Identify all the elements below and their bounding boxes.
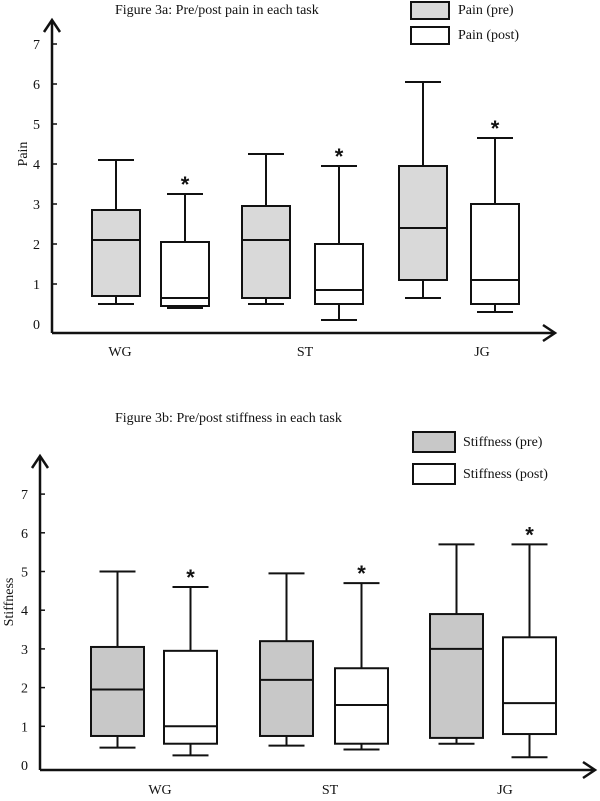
y-tick-label: 3 <box>21 643 28 658</box>
chart-title: Figure 3b: Pre/post stiffness in each ta… <box>115 411 342 426</box>
box-iqr <box>314 243 364 305</box>
box-pre-jg <box>429 543 484 745</box>
box-iqr <box>398 165 448 281</box>
y-tick-label: 1 <box>21 720 28 735</box>
box-iqr <box>429 613 484 739</box>
legend-swatch-pre <box>410 1 450 20</box>
x-category-label: ST <box>297 345 314 360</box>
legend-label-post: Stiffness (post) <box>463 467 548 482</box>
box-pre-jg <box>398 81 448 299</box>
box-post-st: * <box>334 561 389 751</box>
y-tick-label: 4 <box>33 158 40 173</box>
panel-stiffness: Figure 3b: Pre/post stiffness in each ta… <box>2 411 598 798</box>
box-pre-st <box>259 572 314 747</box>
legend-label-pre: Stiffness (pre) <box>463 435 543 450</box>
y-tick-label: 6 <box>21 527 28 542</box>
y-axis-arrow <box>42 17 62 33</box>
box-iqr <box>470 203 520 305</box>
y-tick-label: 7 <box>33 38 40 53</box>
y-tick-label: 4 <box>21 604 28 619</box>
y-axis-label: Pain <box>16 142 31 167</box>
x-axis-arrow <box>582 760 598 780</box>
box-post-jg: * <box>502 522 557 759</box>
significance-marker: * <box>357 561 366 586</box>
box-iqr <box>502 636 557 736</box>
legend-swatch-pre <box>412 431 456 453</box>
significance-marker: * <box>525 522 534 547</box>
y-tick-label: 5 <box>21 566 28 581</box>
box-post-st: * <box>314 144 364 321</box>
box-post-wg: * <box>160 172 210 309</box>
box-pre-wg <box>90 570 145 749</box>
box-iqr <box>160 241 210 307</box>
box-iqr <box>241 205 291 299</box>
legend-swatch-post <box>412 463 456 485</box>
y-tick-label: 2 <box>33 238 40 253</box>
box-iqr <box>259 640 314 737</box>
y-tick-label: 6 <box>33 78 40 93</box>
x-category-label: WG <box>108 345 131 360</box>
legend-label-pre: Pain (pre) <box>458 3 514 18</box>
box-iqr <box>91 209 141 297</box>
x-category-label: JG <box>497 783 513 796</box>
y-tick-label: 0 <box>33 318 40 333</box>
y-axis-label: Stiffness <box>2 578 17 627</box>
y-tick-label: 7 <box>21 488 28 503</box>
significance-marker: * <box>491 116 500 141</box>
chart-title: Figure 3a: Pre/post pain in each task <box>115 3 319 18</box>
significance-marker: * <box>181 172 190 197</box>
y-tick-label: 3 <box>33 198 40 213</box>
x-category-label: ST <box>322 783 339 796</box>
x-category-label: WG <box>148 783 171 796</box>
y-tick-label: 1 <box>33 278 40 293</box>
box-post-wg: * <box>163 565 218 757</box>
panel-pain: Figure 3a: Pre/post pain in each task Pai… <box>16 1 558 360</box>
box-iqr <box>90 645 145 737</box>
x-category-label: JG <box>474 345 490 360</box>
significance-marker: * <box>186 565 195 590</box>
y-tick-label: 5 <box>33 118 40 133</box>
box-pre-wg <box>91 159 141 305</box>
legend-swatch-post <box>410 26 450 45</box>
y-tick-label: 0 <box>21 759 28 774</box>
box-iqr <box>163 649 218 745</box>
significance-marker: * <box>335 144 344 169</box>
x-axis-arrow <box>542 323 558 343</box>
legend-label-post: Pain (post) <box>458 28 519 43</box>
box-post-jg: * <box>470 116 520 313</box>
box-pre-st <box>241 153 291 305</box>
y-tick-label: 2 <box>21 682 28 697</box>
y-axis-arrow <box>30 453 50 469</box>
